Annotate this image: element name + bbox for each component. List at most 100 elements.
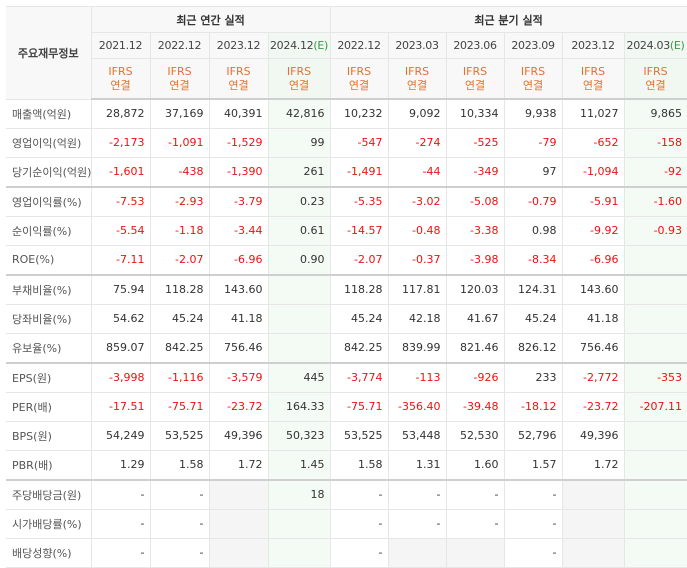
period-label: 2023.12 xyxy=(571,39,615,52)
period-label: 2023.09 xyxy=(511,39,555,52)
row-label: 영업이익률(%) xyxy=(6,185,92,217)
value-cell: -75.71 xyxy=(329,391,389,422)
value-cell: -2.07 xyxy=(329,244,389,275)
value-cell: 49,396 xyxy=(561,420,625,451)
value-cell xyxy=(623,303,687,334)
value-cell: -2.07 xyxy=(149,244,210,275)
value-cell: -1,390 xyxy=(208,156,269,187)
value-cell: -1,491 xyxy=(329,156,389,187)
value-cell: 41.67 xyxy=(445,303,505,334)
value-cell: -3,579 xyxy=(208,361,269,393)
value-cell: -547 xyxy=(329,127,389,158)
value-cell: 1.31 xyxy=(387,449,447,480)
value-cell: 0.61 xyxy=(267,215,331,246)
value-cell: 10,334 xyxy=(445,98,505,129)
value-cell: -39.48 xyxy=(445,391,505,422)
period-header: 2023.09 xyxy=(503,32,563,59)
value-cell: -17.51 xyxy=(90,391,151,422)
ifrs-label: IFRS xyxy=(520,64,546,78)
consolidated-label: 연결 xyxy=(522,78,544,92)
value-cell: - xyxy=(149,537,210,568)
value-cell: -3,774 xyxy=(329,361,389,393)
value-cell: -44 xyxy=(387,156,447,187)
value-cell: -3.02 xyxy=(387,185,447,217)
value-cell: 117.81 xyxy=(387,273,447,305)
row-label: 영업이익(억원) xyxy=(6,127,92,158)
row-label: EPS(원) xyxy=(6,361,92,393)
value-cell: 261 xyxy=(267,156,331,187)
value-cell xyxy=(208,508,269,539)
period-label: 2023.03 xyxy=(395,39,439,52)
table-row: 주당배당금(원) - -18- - - - xyxy=(6,478,687,510)
value-cell: 10,232 xyxy=(329,98,389,129)
value-cell: -1,091 xyxy=(149,127,210,158)
value-cell xyxy=(267,508,331,539)
consolidated-label: 연결 xyxy=(582,78,604,92)
period-header: 2024.03(E) xyxy=(623,32,687,59)
value-cell xyxy=(267,537,331,568)
value-cell: 42.18 xyxy=(387,303,447,334)
value-cell: 1.57 xyxy=(503,449,563,480)
row-label: 부채비율(%) xyxy=(6,273,92,305)
value-cell: - xyxy=(503,478,563,510)
row-label: 유보율(%) xyxy=(6,332,92,363)
table-row: 배당성향(%) - - - - xyxy=(6,537,687,568)
value-cell xyxy=(623,244,687,275)
value-cell xyxy=(267,332,331,363)
table-row: 영업이익률(%) -7.53 -2.93 -3.79 0.23 -5.35 -3.02 -5.… xyxy=(6,185,687,217)
period-header: 2023.12 xyxy=(208,32,269,59)
value-cell: -79 xyxy=(503,127,563,158)
value-cell: - xyxy=(329,478,389,510)
row-label: PBR(배) xyxy=(6,449,92,480)
consolidated-label: 연결 xyxy=(348,78,370,92)
value-cell xyxy=(561,537,625,568)
value-cell: 50,323 xyxy=(267,420,331,451)
consolidated-label: 연결 xyxy=(464,78,486,92)
value-cell: 75.94 xyxy=(90,273,151,305)
value-cell: 0.98 xyxy=(503,215,563,246)
value-cell: 41.18 xyxy=(561,303,625,334)
row-label: 배당성향(%) xyxy=(6,537,92,568)
value-cell: 445 xyxy=(267,361,331,393)
value-cell: 164.33 xyxy=(267,391,331,422)
period-header: 2022.12 xyxy=(329,32,389,59)
value-cell: 52,530 xyxy=(445,420,505,451)
consolidated-label: 연결 xyxy=(228,78,249,92)
ifrs-label: IFRS xyxy=(580,64,606,78)
value-cell: 839.99 xyxy=(387,332,447,363)
value-cell: -356.40 xyxy=(387,391,447,422)
value-cell: -525 xyxy=(445,127,505,158)
ifrs-label: IFRS xyxy=(226,64,251,78)
estimate-mark: (E) xyxy=(313,39,329,52)
value-cell: 826.12 xyxy=(503,332,563,363)
table-row: ROE(%) -7.11 -2.07 -6.96 0.90 -2.07 -0.37 -3.98… xyxy=(6,244,687,275)
value-cell: 53,448 xyxy=(387,420,447,451)
value-cell: -6.96 xyxy=(208,244,269,275)
value-cell: -0.37 xyxy=(387,244,447,275)
period-header: 2022.12 xyxy=(149,32,210,59)
value-cell: 54.62 xyxy=(90,303,151,334)
value-cell: -3,998 xyxy=(90,361,151,393)
value-cell: - xyxy=(90,478,151,510)
period-header: 2023.03 xyxy=(387,32,447,59)
value-cell: -3.38 xyxy=(445,215,505,246)
value-cell: 0.23 xyxy=(267,185,331,217)
table-row: EPS(원) -3,998 -1,116 -3,579 445 -3,774 -113 -92… xyxy=(6,361,687,393)
value-cell xyxy=(387,537,447,568)
ifrs-badge: IFRS 연결 xyxy=(561,58,625,100)
value-cell: 756.46 xyxy=(208,332,269,363)
row-label: 매출액(억원) xyxy=(6,98,92,129)
value-cell: -0.48 xyxy=(387,215,447,246)
value-cell: -23.72 xyxy=(561,391,625,422)
value-cell xyxy=(445,537,505,568)
ifrs-badge: IFRS 연결 xyxy=(329,58,389,100)
ifrs-badge: IFRS 연결 xyxy=(267,58,331,100)
value-cell: -3.98 xyxy=(445,244,505,275)
value-cell: -5.54 xyxy=(90,215,151,246)
value-cell: -207.11 xyxy=(623,391,687,422)
table-row: PBR(배) 1.29 1.58 1.72 1.45 1.58 1.31 1.60 1.57 1.… xyxy=(6,449,687,480)
consolidated-label: 연결 xyxy=(169,78,190,92)
period-label: 2024.12 xyxy=(269,39,314,52)
value-cell: 842.25 xyxy=(149,332,210,363)
value-cell xyxy=(623,478,687,510)
